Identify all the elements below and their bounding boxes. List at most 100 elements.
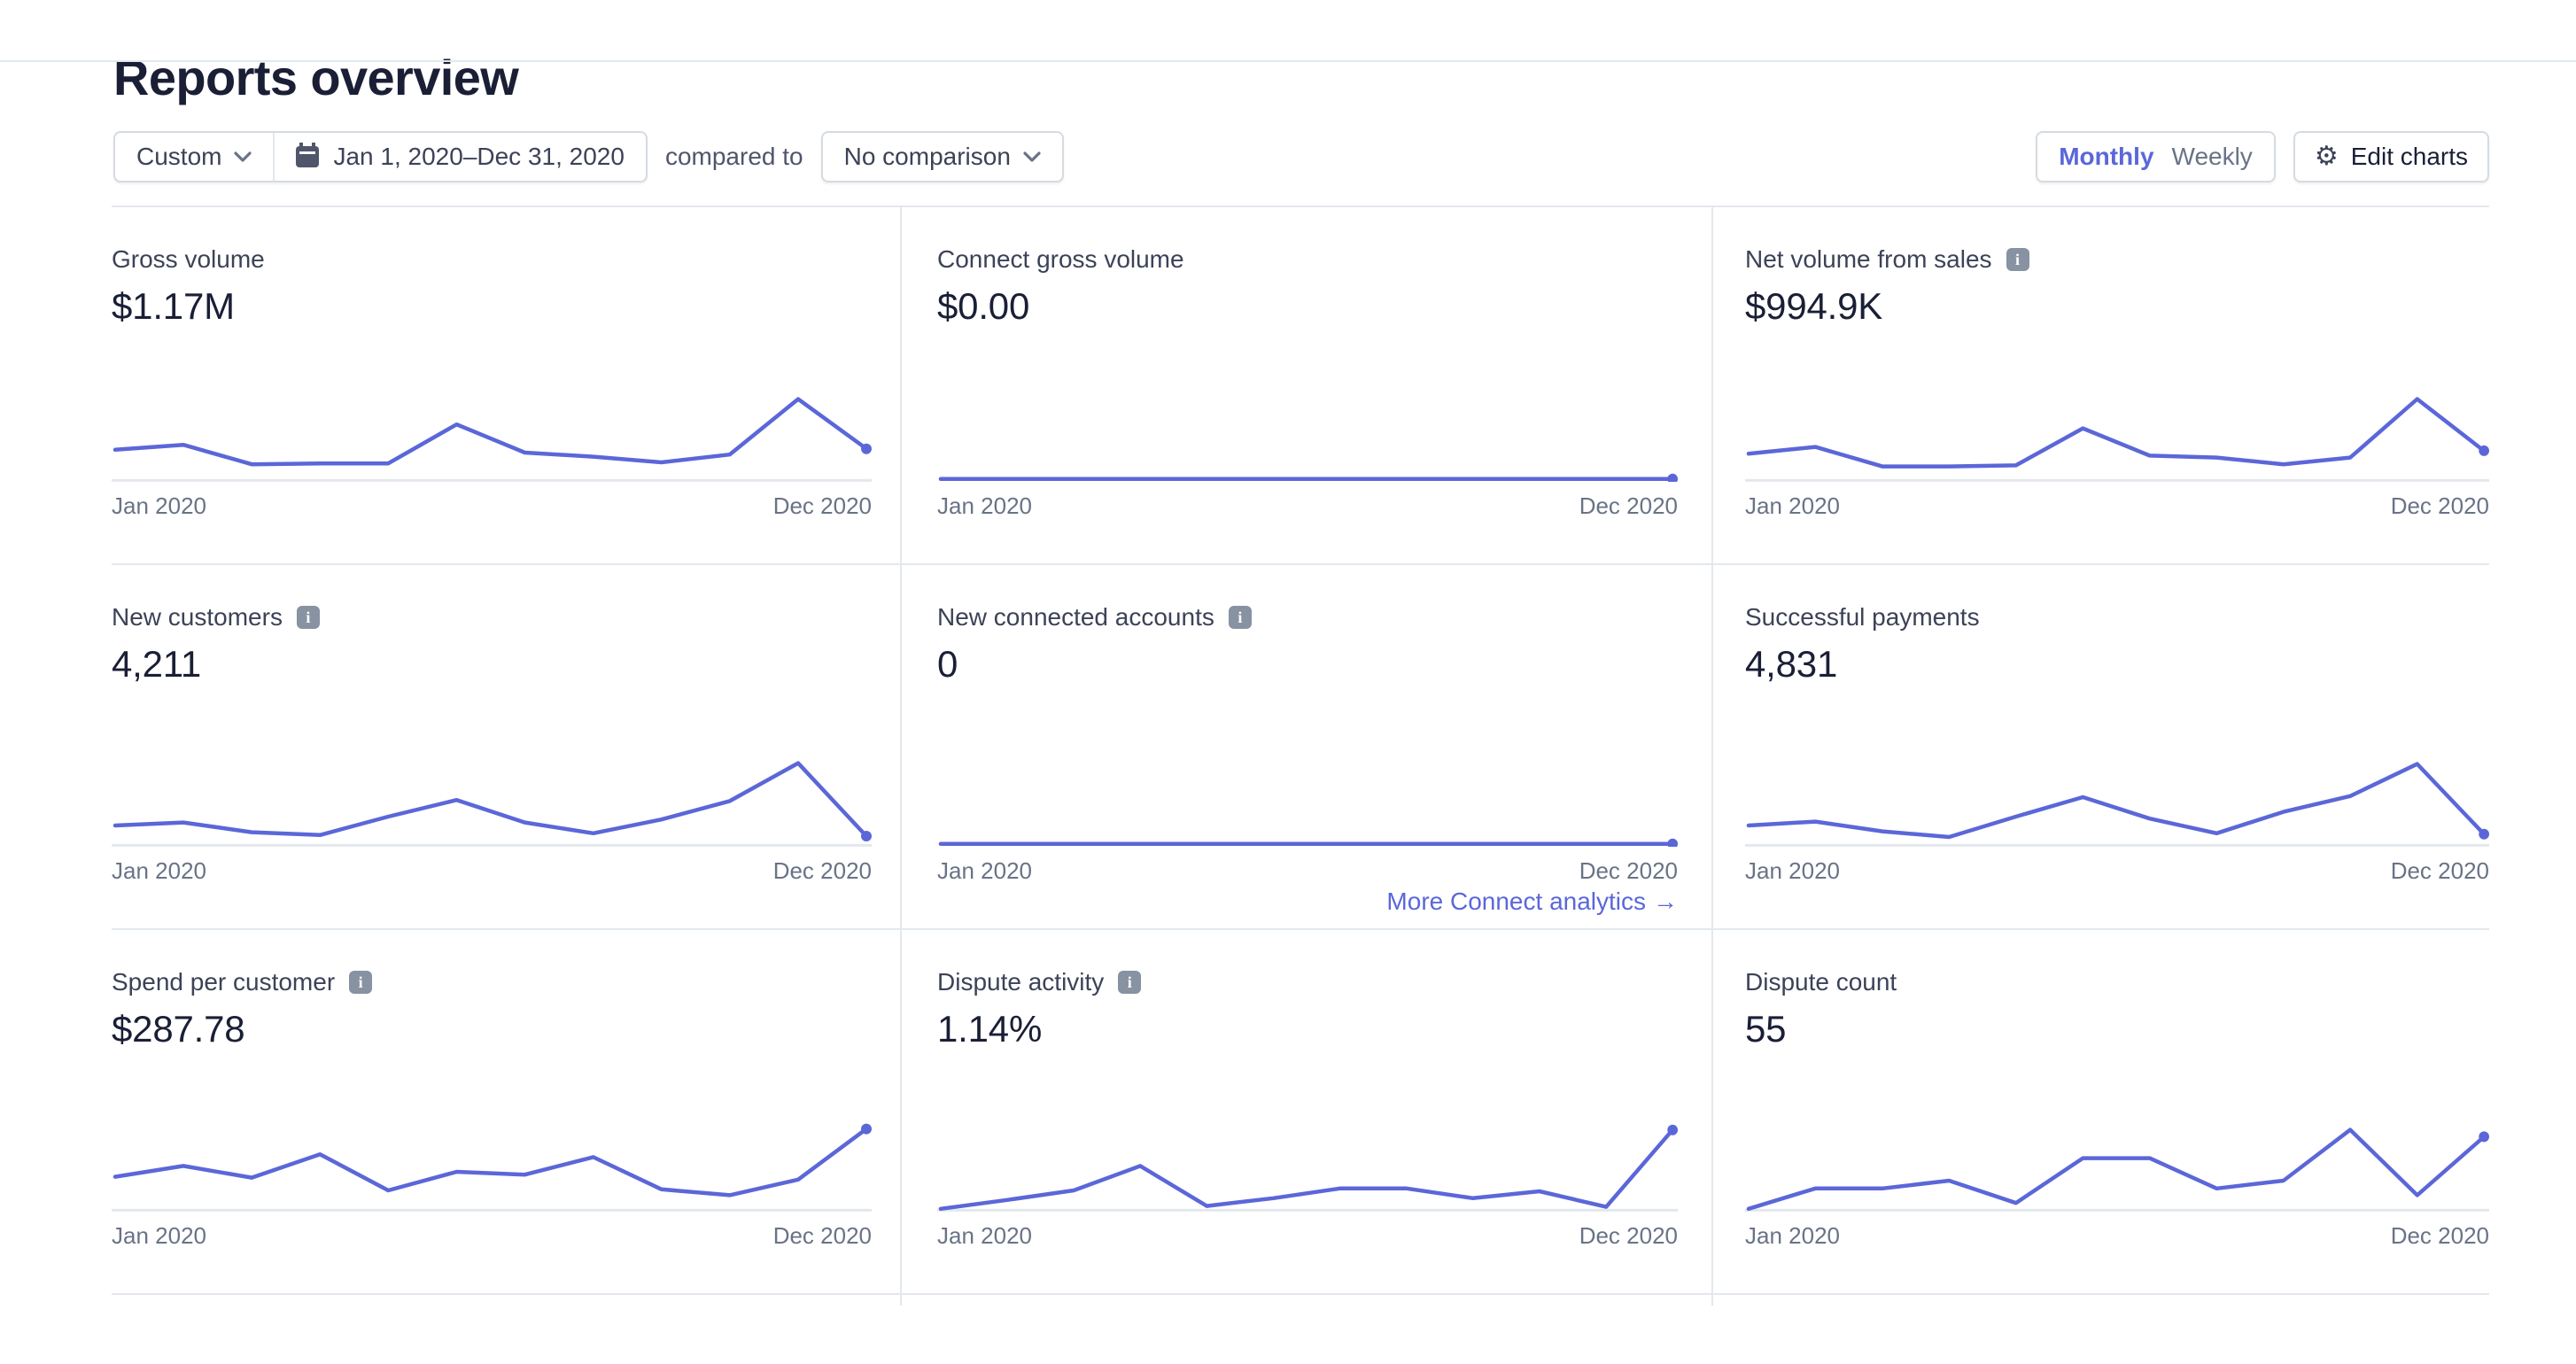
card-value: 0 [937,643,958,685]
card-title: Connect gross volume [937,245,1184,273]
card-new-customers: New customers i 4,211 Jan 2020 Dec 2020 [112,563,900,928]
card-dispute-count: Dispute count 55 Jan 2020 Dec 2020 [1713,928,2489,1293]
card-value: 4,831 [1745,643,1838,685]
sparkline-chart [1745,1128,2489,1212]
card-net-volume-from-sales: Net volume from sales i $994.9K Jan 2020 Dec… [1713,205,2489,563]
axis-end-label: Dec 2020 [1579,857,1678,884]
chart-axis: Jan 2020 Dec 2020 [1745,857,2489,886]
sparkline-chart [1745,397,2489,482]
compared-to-label: compared to [664,143,803,170]
range-type-label: Custom [136,143,222,170]
granularity-monthly[interactable]: Monthly [2059,143,2154,170]
sparkline-chart [937,1124,1678,1212]
chart-axis: Jan 2020 Dec 2020 [937,492,1678,521]
chart-line [113,397,869,467]
info-icon[interactable]: i [349,971,373,994]
card-spend-per-customer: Spend per customer i $287.78 Jan 2020 Dec 20… [112,928,900,1293]
sparkline-chart [938,838,1678,847]
chart-line [938,1128,1675,1212]
card-header: Gross volume $1.17M [112,207,872,329]
chevron-down-icon [1023,151,1041,162]
axis-start-label: Jan 2020 [112,857,206,884]
axis-start-label: Jan 2020 [937,1222,1032,1249]
card-value: 55 [1745,1008,1787,1050]
next-row-stub [1713,1293,2489,1306]
chart-endpoint-dot [861,831,872,841]
calendar-icon [296,143,320,167]
card-title: Gross volume [112,245,265,273]
gear-icon: ⚙ [2314,142,2339,171]
card-title: Spend per customer [112,968,336,996]
axis-start-label: Jan 2020 [1745,492,1840,519]
chart-axis: Jan 2020 Dec 2020 [1745,492,2489,521]
card-title: Dispute count [1745,968,1897,996]
chart-endpoint-dot [861,1123,872,1135]
card-dispute-activity: Dispute activity i 1.14% Jan 2020 Dec 2020 [900,928,1713,1293]
filter-toolbar: Custom Jan 1, 2020–Dec 31, 2020 compared… [113,131,2489,182]
card-value: $0.00 [937,285,1030,327]
axis-end-label: Dec 2020 [2390,1222,2489,1249]
sparkline-chart [112,761,872,847]
chart-endpoint-dot [2479,828,2489,840]
card-header: New connected accounts i 0 [937,565,1678,687]
card-title: Dispute activity [937,968,1105,996]
button-group-divider [273,133,275,181]
info-icon[interactable]: i [296,606,320,629]
next-row-stub [900,1293,1713,1306]
chart-endpoint-dot [1667,838,1678,847]
chart-endpoint-dot [2479,1131,2489,1143]
card-header: Dispute activity i 1.14% [937,930,1678,1052]
date-filter-group: Custom Jan 1, 2020–Dec 31, 2020 [113,131,648,182]
chart-axis: Jan 2020 Dec 2020 [112,857,872,886]
card-title: Net volume from sales [1745,245,1992,273]
card-value: $1.17M [112,285,235,327]
axis-start-label: Jan 2020 [937,492,1032,519]
sparkline-chart [112,1123,872,1212]
sparkline-chart [112,397,872,482]
axis-end-label: Dec 2020 [1579,492,1678,519]
card-connect-gross-volume: Connect gross volume $0.00 Jan 2020 Dec 202… [900,205,1713,563]
edit-charts-label: Edit charts [2350,143,2468,170]
date-range-label: Jan 1, 2020–Dec 31, 2020 [333,143,625,170]
reports-grid: Gross volume $1.17M Jan 2020 Dec 2020 Connec… [112,205,2489,1306]
sparkline-chart [1745,762,2489,847]
axis-start-label: Jan 2020 [1745,1222,1840,1249]
card-value: 4,211 [112,643,201,685]
card-title: New connected accounts [937,603,1214,631]
chart-endpoint-dot [861,443,872,454]
card-new-connected-accounts: New connected accounts i 0 Jan 2020 Dec 2020… [900,563,1713,928]
edit-charts-button[interactable]: ⚙ Edit charts [2293,131,2489,182]
card-value: $994.9K [1745,285,1883,327]
chart-axis: Jan 2020 Dec 2020 [937,857,1678,886]
date-range-button[interactable]: Jan 1, 2020–Dec 31, 2020 [275,133,645,181]
card-value: 1.14% [937,1008,1043,1050]
card-header: Successful payments 4,831 [1745,565,2489,687]
chart-endpoint-dot [1667,1124,1678,1135]
axis-end-label: Dec 2020 [772,492,872,519]
chart-axis: Jan 2020 Dec 2020 [112,492,872,521]
chart-line [113,761,869,839]
axis-end-label: Dec 2020 [2390,857,2489,884]
info-icon[interactable]: i [1118,971,1142,994]
axis-start-label: Jan 2020 [112,1222,206,1249]
more-connect-analytics-link[interactable]: More Connect analytics → [1386,887,1678,916]
granularity-weekly[interactable]: Weekly [2171,143,2253,170]
chevron-down-icon [234,151,252,162]
comparison-dropdown[interactable]: No comparison [820,131,1064,182]
axis-start-label: Jan 2020 [1745,857,1840,884]
chart-line [1746,762,2487,840]
chart-line [1746,1128,2487,1212]
card-value: $287.78 [112,1008,245,1050]
axis-end-label: Dec 2020 [772,857,872,884]
toolbar-spacer [1064,131,2036,182]
range-type-dropdown[interactable]: Custom [115,133,273,181]
info-icon[interactable]: i [2006,248,2029,271]
chart-axis: Jan 2020 Dec 2020 [1745,1222,2489,1251]
card-header: Spend per customer i $287.78 [112,930,872,1052]
card-header: New customers i 4,211 [112,565,872,687]
info-icon[interactable]: i [1228,606,1252,629]
card-successful-payments: Successful payments 4,831 Jan 2020 Dec 2020 [1713,563,2489,928]
card-title: New customers [112,603,283,631]
axis-start-label: Jan 2020 [112,492,206,519]
axis-end-label: Dec 2020 [1579,1222,1678,1249]
